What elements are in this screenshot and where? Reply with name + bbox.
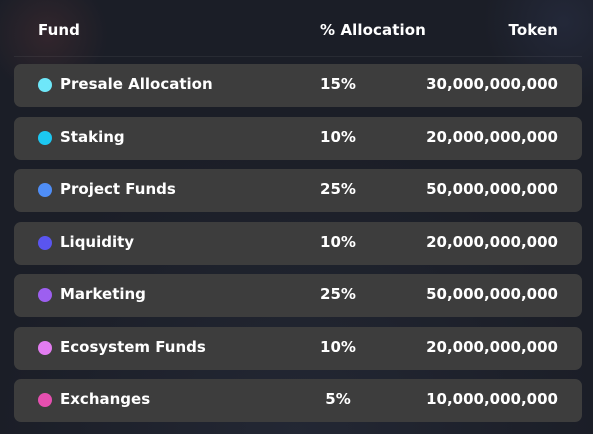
fund-name: Project Funds bbox=[60, 180, 176, 198]
allocation-percent: 10% bbox=[320, 337, 356, 356]
header-token: Token bbox=[508, 21, 558, 39]
allocation-percent: 25% bbox=[320, 285, 356, 303]
table-row: Presale Allocation 15% 30,000,000,000 bbox=[14, 64, 582, 107]
table-header: Fund % Allocation Token bbox=[14, 0, 582, 57]
token-amount: 30,000,000,000 bbox=[426, 75, 558, 93]
token-amount: 20,000,000,000 bbox=[426, 127, 558, 146]
header-fund: Fund bbox=[38, 21, 80, 39]
table-body: Presale Allocation 15% 30,000,000,000 St… bbox=[14, 64, 582, 422]
allocation-percent: 5% bbox=[325, 390, 351, 408]
table-row: Marketing 25% 50,000,000,000 bbox=[14, 274, 582, 317]
allocation-percent: 25% bbox=[320, 180, 356, 198]
table-row: Exchanges 5% 10,000,000,000 bbox=[14, 379, 582, 422]
token-amount: 50,000,000,000 bbox=[426, 285, 558, 303]
fund-name: Staking bbox=[60, 127, 125, 146]
table-row: Staking 10% 20,000,000,000 bbox=[14, 116, 582, 160]
token-amount: 20,000,000,000 bbox=[426, 232, 558, 251]
fund-name: Liquidity bbox=[60, 232, 135, 251]
color-dot-icon bbox=[38, 130, 52, 145]
allocation-percent: 10% bbox=[320, 232, 356, 251]
allocation-percent: 15% bbox=[320, 75, 356, 93]
table-row: Liquidity 10% 20,000,000,000 bbox=[14, 221, 582, 265]
color-dot-icon bbox=[38, 235, 52, 250]
color-dot-icon bbox=[38, 340, 52, 355]
token-amount: 10,000,000,000 bbox=[426, 390, 558, 408]
fund-name: Ecosystem Funds bbox=[60, 337, 206, 356]
color-dot-icon bbox=[38, 183, 52, 197]
token-amount: 50,000,000,000 bbox=[426, 180, 558, 198]
header-allocation: % Allocation bbox=[320, 21, 426, 39]
allocation-percent: 10% bbox=[320, 127, 356, 146]
table-row: Project Funds 25% 50,000,000,000 bbox=[14, 169, 582, 212]
color-dot-icon bbox=[38, 393, 52, 407]
table-row: Ecosystem Funds 10% 20,000,000,000 bbox=[14, 326, 582, 370]
token-amount: 20,000,000,000 bbox=[426, 337, 558, 356]
fund-name: Presale Allocation bbox=[60, 75, 213, 93]
fund-name: Exchanges bbox=[60, 390, 151, 408]
allocation-table: Fund % Allocation Token Presale Allocati… bbox=[14, 0, 582, 432]
color-dot-icon bbox=[38, 78, 52, 92]
color-dot-icon bbox=[38, 288, 52, 302]
fund-name: Marketing bbox=[60, 285, 146, 303]
